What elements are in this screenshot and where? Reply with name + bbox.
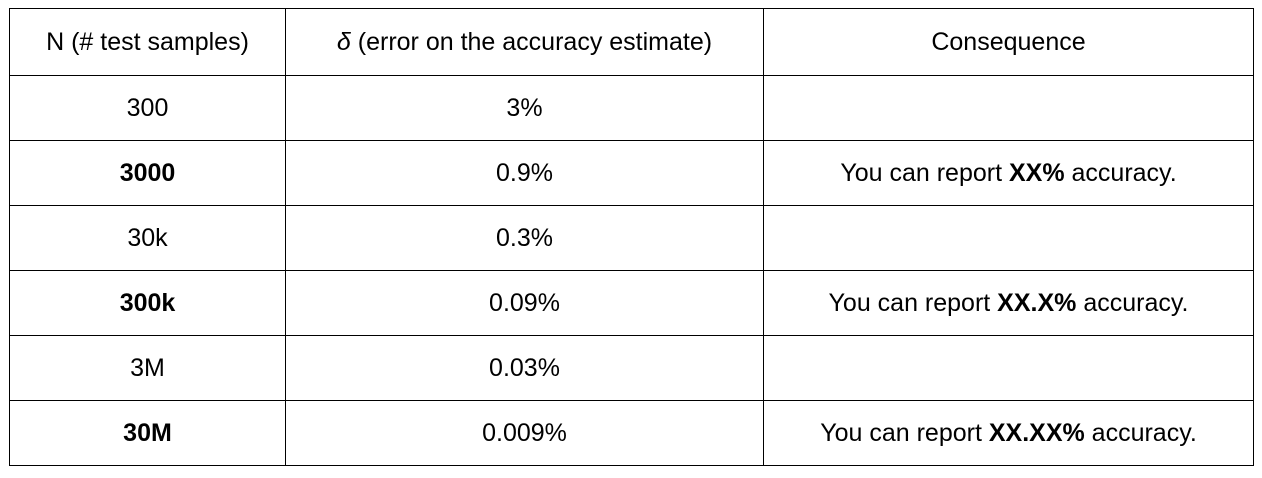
cell-delta: 0.3% bbox=[285, 205, 764, 271]
header-row: N (# test samples) δ (error on the accur… bbox=[9, 8, 1254, 76]
consequence-prefix: You can report bbox=[840, 158, 1009, 187]
consequence-suffix: accuracy. bbox=[1084, 418, 1197, 447]
cell-consequence: You can report XX.XX% accuracy. bbox=[763, 400, 1254, 466]
consequence-format: XX.XX% bbox=[988, 418, 1085, 447]
cell-consequence: You can report XX.X% accuracy. bbox=[763, 270, 1254, 336]
cell-delta: 0.9% bbox=[285, 140, 764, 206]
cell-consequence: You can report XX% accuracy. bbox=[763, 140, 1254, 206]
consequence-format: XX% bbox=[1008, 158, 1065, 187]
cell-consequence bbox=[763, 75, 1254, 141]
table-row: 300k 0.09% You can report XX.X% accuracy… bbox=[9, 270, 1254, 336]
consequence-suffix: accuracy. bbox=[1064, 158, 1177, 187]
accuracy-error-table: N (# test samples) δ (error on the accur… bbox=[9, 8, 1254, 466]
cell-n: 3M bbox=[9, 335, 286, 401]
cell-consequence bbox=[763, 335, 1254, 401]
consequence-prefix: You can report bbox=[820, 418, 989, 447]
consequence-prefix: You can report bbox=[828, 288, 998, 317]
header-delta: δ (error on the accuracy estimate) bbox=[285, 8, 764, 76]
consequence-format: XX.X% bbox=[997, 288, 1077, 317]
table-row: 30k 0.3% bbox=[9, 205, 1254, 271]
cell-delta: 0.03% bbox=[285, 335, 764, 401]
cell-n: 300 bbox=[9, 75, 286, 141]
header-n: N (# test samples) bbox=[9, 8, 286, 76]
delta-symbol: δ bbox=[336, 27, 351, 56]
table-row: 300 3% bbox=[9, 75, 1254, 141]
cell-n: 300k bbox=[9, 270, 286, 336]
cell-n: 30k bbox=[9, 205, 286, 271]
consequence-suffix: accuracy. bbox=[1076, 288, 1189, 317]
cell-delta: 3% bbox=[285, 75, 764, 141]
cell-n: 30M bbox=[9, 400, 286, 466]
table-row: 3000 0.9% You can report XX% accuracy. bbox=[9, 140, 1254, 206]
header-consequence: Consequence bbox=[763, 8, 1254, 76]
cell-delta: 0.09% bbox=[285, 270, 764, 336]
table-row: 30M 0.009% You can report XX.XX% accurac… bbox=[9, 400, 1254, 466]
header-delta-text: (error on the accuracy estimate) bbox=[350, 27, 713, 56]
cell-delta: 0.009% bbox=[285, 400, 764, 466]
cell-n: 3000 bbox=[9, 140, 286, 206]
table-row: 3M 0.03% bbox=[9, 335, 1254, 401]
cell-consequence bbox=[763, 205, 1254, 271]
